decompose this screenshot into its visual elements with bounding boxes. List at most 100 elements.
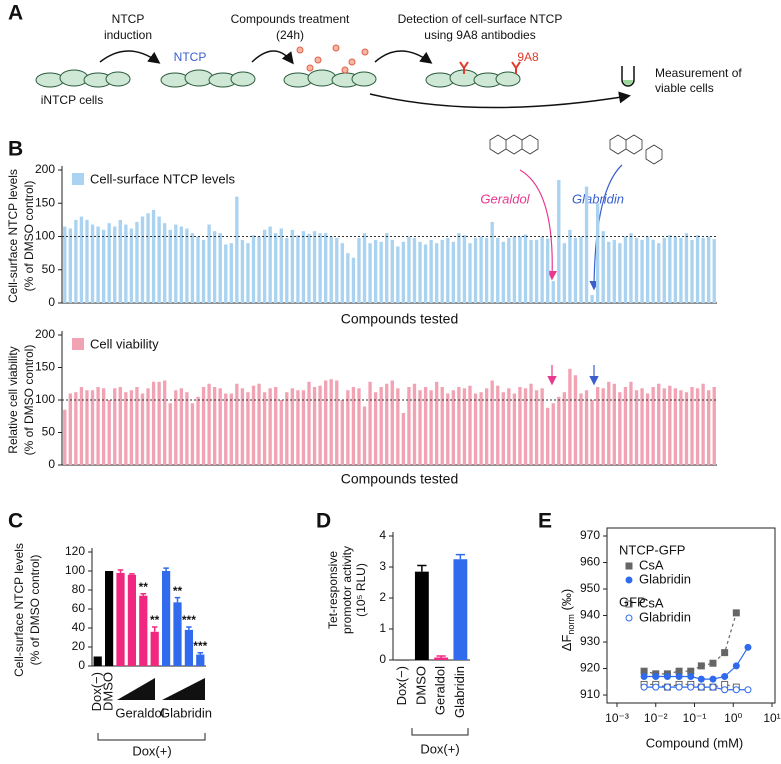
error-bar [117, 569, 124, 573]
point [652, 683, 660, 691]
panel-label: D [316, 510, 331, 533]
bar [274, 387, 278, 465]
step-text: induction [104, 28, 152, 42]
bar [623, 387, 628, 465]
bar [168, 229, 172, 303]
point [732, 609, 740, 617]
bar [93, 656, 102, 666]
tube-icon [621, 66, 635, 87]
bar [501, 392, 505, 465]
bar [101, 229, 106, 303]
bar [601, 231, 605, 303]
bar [351, 387, 356, 465]
bar [74, 219, 78, 303]
bar [562, 243, 567, 303]
bar [601, 388, 605, 465]
bar [623, 236, 628, 303]
bar [335, 380, 339, 465]
significance: ** [139, 580, 149, 594]
point [709, 659, 717, 667]
bar [301, 390, 306, 465]
bar [274, 233, 278, 303]
y-axis-label: Relative cell viability [6, 346, 20, 453]
bar [150, 631, 159, 666]
bar [551, 403, 555, 465]
bar [612, 383, 616, 465]
bar [290, 388, 295, 465]
error-bar [174, 596, 181, 603]
bar [490, 380, 494, 465]
bar [190, 233, 195, 303]
bar [468, 243, 472, 303]
bar [379, 241, 383, 303]
y-axis-label: Cell-surface NTCP levels [12, 543, 26, 677]
bar [634, 390, 639, 465]
bar [318, 233, 322, 303]
error-bar [163, 567, 169, 571]
panel-label: E [538, 510, 552, 533]
bar [240, 239, 245, 303]
y-axis-label: (% of DMSO control) [28, 555, 42, 666]
bar [101, 388, 106, 465]
bar [407, 236, 411, 303]
bar [501, 241, 505, 303]
bar [401, 241, 406, 303]
y-tick-label: 4 [379, 528, 386, 542]
bar [385, 383, 389, 465]
step-text: Compounds treatment [231, 12, 350, 26]
y-tick-label: 150 [35, 360, 55, 374]
panel-label: B [8, 138, 23, 161]
bar [629, 381, 633, 465]
bar [212, 231, 217, 303]
bar [196, 396, 200, 465]
bar [362, 233, 367, 303]
bar [346, 390, 350, 465]
y-tick-label: 120 [65, 544, 85, 558]
point [697, 675, 705, 683]
step-text: Detection of cell-surface NTCP [398, 12, 563, 26]
bar [385, 233, 389, 303]
bar [629, 233, 633, 303]
bar [673, 388, 678, 465]
bar [540, 236, 544, 303]
bar [196, 654, 205, 666]
bar [379, 387, 383, 465]
y-tick-label: 100 [35, 392, 55, 406]
significance: ** [173, 584, 183, 598]
bar [124, 392, 128, 465]
y-tick-label: 2 [379, 590, 386, 604]
point [625, 614, 633, 622]
bar [190, 403, 195, 465]
viability-text: viable cells [655, 81, 714, 95]
panel-label: C [8, 510, 23, 533]
bar [362, 406, 367, 465]
bar [251, 235, 256, 303]
bar [551, 281, 555, 303]
bar [185, 392, 189, 465]
fit-line [644, 686, 748, 691]
significance: *** [193, 639, 207, 653]
legend-group: NTCP-GFP [619, 542, 685, 557]
y-tick-label: 200 [35, 162, 55, 176]
viability-text: Measurement of [655, 66, 742, 80]
bar [63, 226, 67, 303]
bar [418, 241, 422, 303]
bar [157, 216, 161, 303]
bar [312, 387, 317, 465]
bar [396, 388, 400, 465]
y-axis-label: (% of DMSO control) [22, 181, 36, 292]
bar [473, 237, 478, 303]
legend-group: GFP [619, 594, 646, 609]
bar [113, 388, 117, 465]
bar [224, 244, 228, 303]
bar [207, 383, 211, 465]
point [675, 683, 683, 691]
x-tick-label: 10¹ [763, 711, 780, 725]
y-tick-label: 0 [78, 658, 85, 672]
bar [396, 246, 400, 303]
bar [540, 388, 544, 465]
bar [340, 243, 344, 303]
y-tick-label: 200 [35, 327, 55, 341]
bar [90, 224, 95, 303]
y-tick-label: 60 [72, 601, 86, 615]
